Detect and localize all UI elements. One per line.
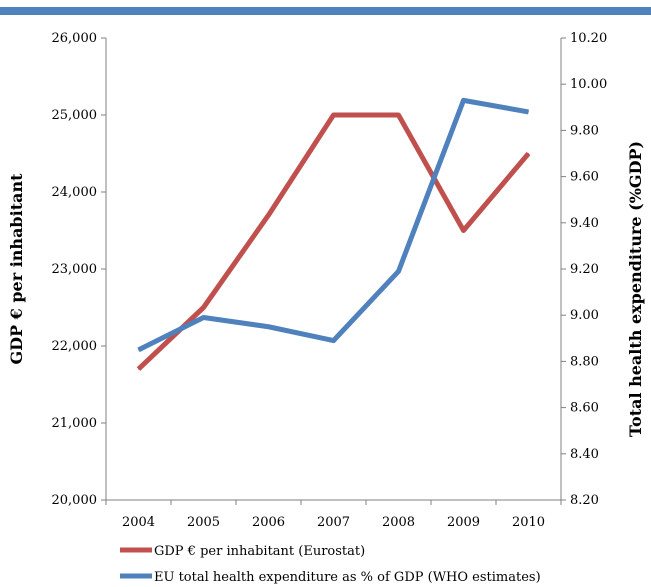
point-gdp [268, 214, 269, 216]
legend-label-gdp: GDP € per inhabitant (Eurostat) [154, 544, 365, 559]
point-health-expenditure [463, 99, 464, 101]
x-tick-label: 2005 [187, 515, 220, 530]
left-tick-label: 23,000 [52, 262, 98, 277]
left-tick-label: 21,000 [52, 416, 98, 431]
right-tick-label: 10.20 [570, 31, 607, 46]
left-tick-label: 26,000 [52, 31, 98, 46]
left-ticks: 20,000 21,000 22,000 23,000 24,000 25,000 26,0… [52, 31, 106, 508]
point-gdp [138, 368, 139, 370]
x-tick-label: 2006 [252, 515, 285, 530]
point-gdp [528, 153, 529, 154]
left-axis-title: GDP € per inhabitant [7, 173, 26, 365]
right-tick-label: 10.00 [570, 77, 607, 92]
right-axis-title: Total health expenditure (%GDP) [626, 141, 645, 437]
legend: GDP € per inhabitant (Eurostat) EU total… [120, 544, 541, 585]
right-tick-label: 9.20 [570, 262, 599, 277]
point-gdp [398, 114, 399, 116]
right-tick-label: 9.80 [570, 123, 599, 138]
series-layer [136, 97, 531, 371]
legend-label-health: EU total health expenditure as % of GDP … [154, 570, 541, 585]
right-tick-label: 9.40 [570, 216, 599, 231]
x-tick-label: 2008 [382, 515, 415, 530]
left-tick-label: 25,000 [52, 108, 98, 123]
x-tick-label: 2004 [122, 515, 155, 530]
right-tick-label: 8.40 [570, 447, 599, 462]
x-tick-label: 2010 [512, 515, 545, 530]
right-tick-label: 8.80 [570, 354, 599, 369]
point-gdp [333, 114, 334, 116]
point-health-expenditure [138, 349, 139, 351]
left-tick-label: 20,000 [52, 493, 98, 508]
x-tick-label: 2007 [317, 515, 350, 530]
point-health-expenditure [268, 326, 269, 328]
point-health-expenditure [528, 111, 529, 113]
point-health-expenditure [333, 340, 334, 342]
point-gdp [463, 230, 464, 231]
right-tick-label: 9.60 [570, 170, 599, 185]
right-tick-label: 8.20 [570, 493, 599, 508]
series-line-gdp [136, 112, 531, 371]
point-gdp [203, 307, 204, 308]
right-ticks: 8.20 8.40 8.60 8.80 9.00 9.20 9.40 9.60 9.80 10.0… [561, 31, 607, 508]
header-bar [0, 7, 651, 15]
left-tick-label: 24,000 [52, 185, 98, 200]
x-tick-label: 2009 [447, 515, 480, 530]
right-tick-label: 9.00 [570, 308, 599, 323]
point-health-expenditure [398, 270, 399, 272]
right-tick-label: 8.60 [570, 401, 599, 416]
x-ticks: 2004 2005 2006 2007 2008 2009 2010 [105, 500, 562, 530]
left-tick-label: 22,000 [52, 339, 98, 354]
point-health-expenditure [203, 317, 204, 319]
